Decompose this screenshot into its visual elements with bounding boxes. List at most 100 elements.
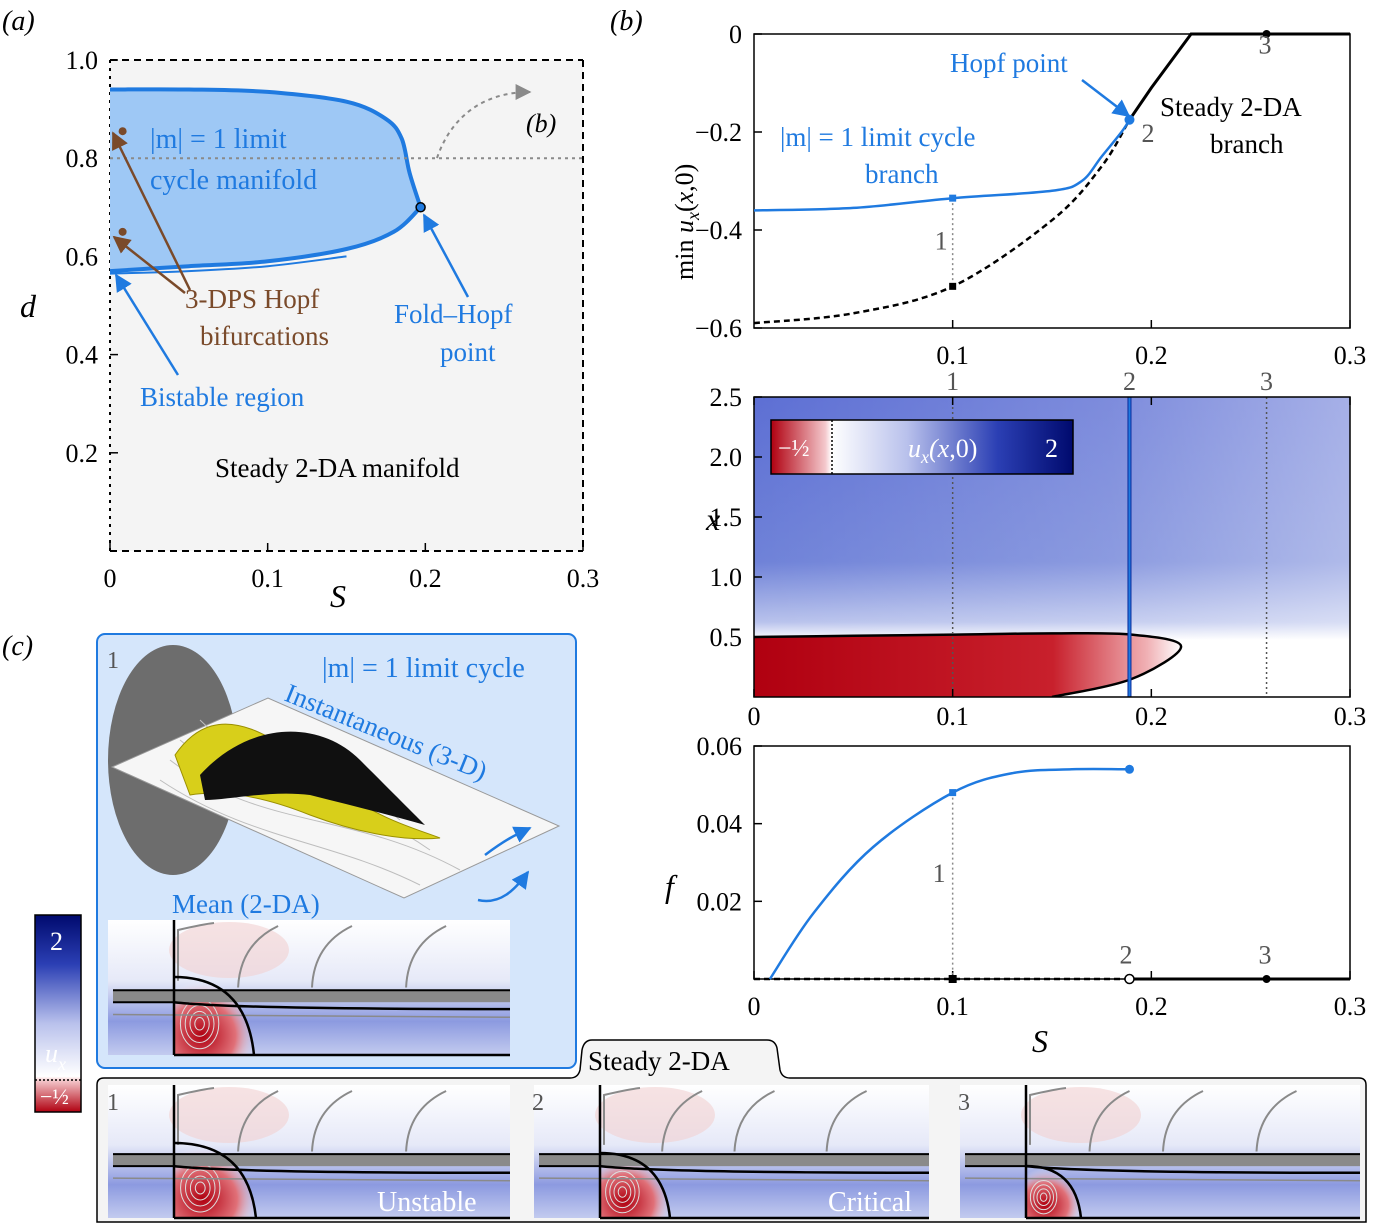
vortex-contour	[609, 1175, 636, 1209]
b-top-markers: 1 2 3	[935, 30, 1272, 290]
lc-branch-label-1: |m| = 1 limit cycle	[780, 122, 976, 152]
streamline	[177, 922, 215, 981]
y-tick-label: 0.02	[697, 887, 743, 916]
hopf-point-label: Hopf point	[950, 48, 1068, 78]
marker-label-1: 1	[935, 227, 948, 256]
streamline	[177, 1087, 215, 1145]
manifold-label-1: |m| = 1 limit	[150, 124, 287, 155]
top-marker-label-2: 2	[1123, 367, 1136, 396]
y-tick-label: 2.0	[710, 443, 743, 472]
snapshot-1-label: Unstable	[377, 1187, 477, 1218]
reverse-flow-tint	[1021, 1087, 1141, 1143]
reverse-flow-tint	[169, 922, 289, 978]
dps-arrow-1	[111, 131, 192, 291]
vortex-contour	[184, 1169, 216, 1207]
x-tick-label: 0.2	[409, 564, 442, 593]
panel-a-axes: 0 0.1 0.2 0.3 0.2 0.4 0.6 0.8 1.0	[66, 46, 600, 593]
manifold-upper-boundary	[109, 87, 423, 208]
vortex-contour	[194, 1181, 206, 1195]
y-tick-label: 0.2	[66, 439, 99, 468]
recirculation-bubble	[600, 1153, 670, 1218]
x-tick-label: 0	[104, 564, 117, 593]
steady-2da-title: Steady 2-DA	[588, 1046, 730, 1076]
snapshot-3-number: 3	[958, 1090, 970, 1116]
manifold-label-2: cycle manifold	[150, 165, 317, 196]
streamline	[603, 1087, 641, 1145]
b-bot-axes: 0 0.1 0.2 0.3 0.02 0.04 0.06	[697, 732, 1367, 1021]
mean-flow-snapshot	[108, 920, 511, 1057]
steady-manifold-label: Steady 2-DA manifold	[215, 453, 460, 483]
y-tick-label: 0	[729, 20, 742, 49]
streamline	[1029, 1087, 1067, 1145]
steady-marker-3	[1262, 975, 1271, 983]
svg-text:min ux(x,0): min ux(x,0)	[670, 164, 703, 280]
lc-marker-1	[949, 789, 957, 797]
panel-b-top: 0.1 0.2 0.3 −0.6 −0.4 −0.2 0 1 2 3 Hopf point |m…	[670, 20, 1366, 370]
marker-label-2: 2	[1141, 119, 1154, 148]
panel-c-label: (c)	[2, 631, 33, 662]
steady-branch-label-1: Steady 2-DA	[1160, 92, 1302, 122]
streamline	[311, 1090, 353, 1152]
panel-b-label: (b)	[610, 6, 643, 37]
shear-layer	[173, 1000, 511, 1011]
flow-background	[108, 920, 510, 1055]
fold-hopf-arrow	[422, 213, 470, 298]
cut-arrow	[436, 84, 532, 159]
dps-hopf-point-2	[118, 227, 127, 236]
y-tick-label: −0.6	[695, 314, 742, 343]
x-tick-label: 0	[748, 992, 761, 1021]
y-tick-label: 1.5	[710, 503, 743, 532]
shear-layer	[173, 1164, 511, 1175]
steady-branch-stable	[1128, 32, 1350, 121]
y-tick-label: 1.0	[66, 46, 99, 75]
colorbar-max-label: 2	[1045, 434, 1058, 463]
vortex-contour	[189, 1010, 210, 1037]
dps-label-2: bifurcations	[200, 321, 329, 351]
streamline	[405, 1090, 447, 1152]
lc-box-title: |m| = 1 limit cycle	[322, 653, 525, 684]
streamline	[1255, 1090, 1297, 1152]
x-tick-label: 0.3	[1334, 702, 1367, 731]
marker-label-1: 1	[933, 859, 946, 888]
centre-body	[113, 990, 510, 1003]
streamline	[661, 1090, 703, 1152]
zero-velocity-contour	[754, 631, 1183, 697]
streamline	[1088, 1090, 1130, 1152]
lc-box-number: 1	[107, 648, 119, 674]
bistable-region-boundary	[109, 255, 347, 275]
x-tick-label: 0.1	[936, 341, 969, 370]
top-marker-label-1: 1	[946, 367, 959, 396]
vortex-contour	[605, 1170, 640, 1214]
wake-3d-illustration	[108, 645, 561, 903]
recirculation-region	[754, 633, 1182, 697]
reverse-flow-tint	[169, 1087, 289, 1143]
x-tick-label: 0.3	[1334, 992, 1367, 1021]
panel-a: (a) 0 0.1 0.2 0.3 0.2 0.4 0.6 0.8 1.0 (b) |m| = …	[2, 6, 599, 614]
bistable-arrow	[114, 273, 180, 376]
vortex-contour	[189, 1175, 211, 1201]
dps-hopf-point-1	[118, 127, 127, 136]
y-tick-label: −0.4	[695, 216, 742, 245]
vortex-contour	[1036, 1188, 1051, 1207]
dps-label-1: 3-DPS Hopf	[185, 284, 319, 314]
top-marker-label-3: 3	[1260, 367, 1273, 396]
centre-body	[539, 1154, 929, 1167]
b-bot-xlabel: S	[1032, 1023, 1048, 1059]
y-tick-label: 0.5	[710, 623, 743, 652]
lc-end-marker	[1124, 764, 1134, 774]
y-tick-label: 0.6	[66, 242, 99, 271]
bistable-label: Bistable region	[140, 382, 305, 412]
panel-a-xlabel: S	[330, 578, 346, 614]
mean-label: Mean (2-DA)	[172, 889, 320, 919]
steady-snapshot-3	[960, 1085, 1361, 1220]
x-tick-label: 0.2	[1135, 992, 1168, 1021]
steady-branch-unstable	[753, 119, 1131, 325]
panel-b-bottom: 0 0.1 0.2 0.3 0.02 0.04 0.06 1 2 3 f S	[665, 732, 1366, 1059]
bubble-outline	[599, 1151, 672, 1219]
x-tick-label: 0.2	[1135, 702, 1168, 731]
fold-hopf-point	[415, 202, 426, 213]
bubble-outline	[1025, 1164, 1083, 1219]
streamline-lower	[964, 1177, 1361, 1182]
streamline	[733, 1090, 775, 1152]
limit-cycle-manifold-area	[110, 89, 421, 272]
